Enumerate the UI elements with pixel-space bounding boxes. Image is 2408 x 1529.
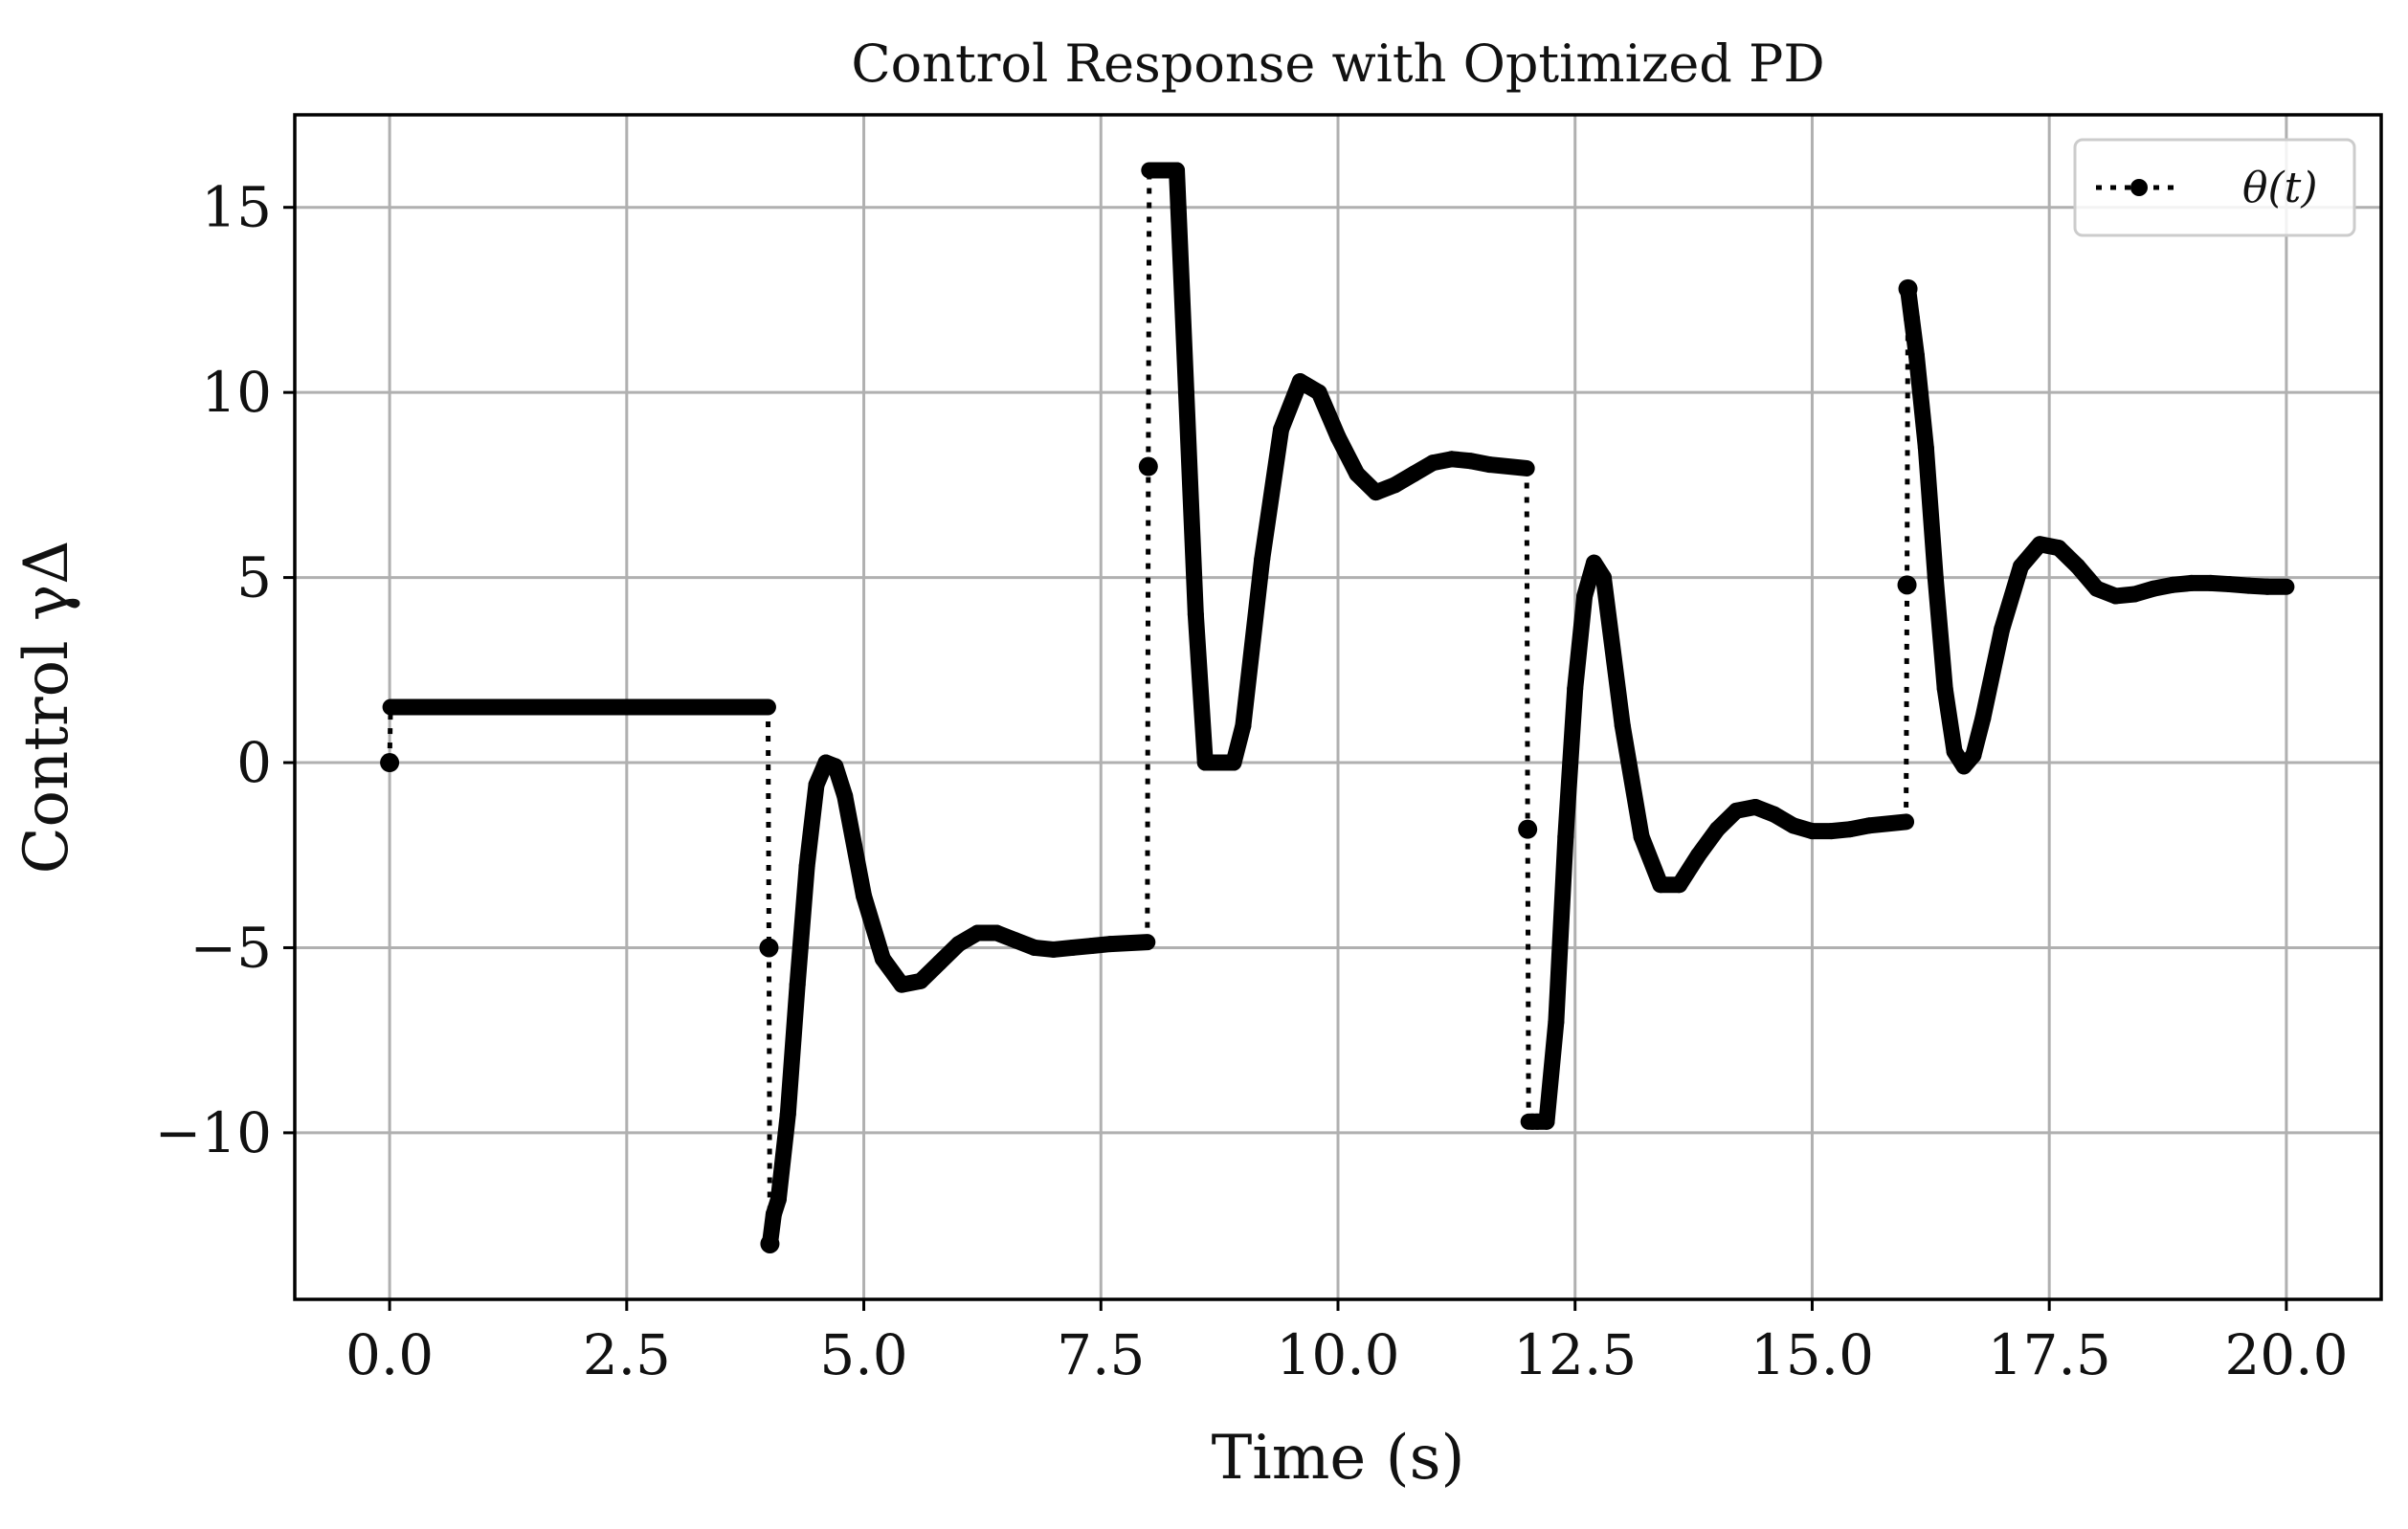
series-line-segment [798,776,825,875]
x-tick-label: 15.0 [1750,1322,1874,1387]
x-tick-label: 5.0 [819,1322,907,1387]
y-tick-label: −5 [190,915,273,980]
y-tick-label: 5 [236,545,272,610]
legend-marker [2130,179,2148,196]
y-axis: −10 −5 0 5 10 15 [155,175,295,1165]
data-point [1898,278,1918,299]
series-line-segment [836,787,873,904]
series-line-segment [1994,558,2029,638]
data-point [759,938,779,958]
series-line-segment [1567,587,1594,698]
y-tick-label: 0 [236,730,272,795]
series-layer [380,162,2295,1253]
x-tick-label: 12.5 [1513,1322,1637,1387]
data-point [1518,819,1538,839]
data-point [760,1233,780,1253]
x-tick-label: 7.5 [1057,1322,1145,1387]
series-line-segment [1254,421,1290,567]
series-line-segment [1936,680,1963,760]
x-tick-label: 2.5 [583,1322,671,1387]
series-line-segment [856,887,891,967]
series-line-segment [1861,813,1915,834]
data-point [1138,456,1158,476]
series-line-segment [1917,439,1944,587]
series-line-segment [1594,569,1631,734]
x-tick-label: 0.0 [346,1322,434,1387]
series-line-segment [1633,828,1669,894]
x-axis: 0.0 2.5 5.0 7.5 10.0 12.5 15.0 17.5 20.0 [346,1299,2348,1387]
series-jump-segment [1525,829,1531,1122]
series-line-segment [1482,456,1535,476]
y-tick-label: −10 [155,1100,272,1165]
series-line-segment [1614,717,1650,845]
x-tick-label: 20.0 [2224,1322,2348,1387]
series-line-segment [1177,384,1204,623]
series-jump-segment [1146,170,1152,467]
series-line-segment [1907,346,1934,456]
chart-title: Control Response with Optimized PD [851,33,1824,94]
series-line-segment [789,857,815,993]
y-axis-label: Control γΔ [11,541,82,875]
x-axis-label: Time (s) [1212,1423,1465,1494]
series-line-segment [779,976,806,1123]
y-tick-label: 10 [201,360,272,425]
series-jump-segment [1904,585,1910,822]
data-point [380,753,400,773]
series-line-segment [1235,550,1271,734]
series-line-segment [1187,606,1214,771]
data-point [1897,575,1917,595]
legend-entry: θ(t) [2242,164,2318,212]
series-line-segment [1169,162,1194,401]
series-line-segment [1273,373,1308,438]
series-line-segment [1557,680,1584,845]
series-line-segment [1548,828,1574,1030]
x-tick-label: 10.0 [1276,1322,1399,1387]
series-line-segment [1102,934,1156,953]
x-tick-label: 17.5 [1988,1322,2111,1387]
legend: θ(t) [2073,138,2356,237]
legend-box [2073,138,2356,237]
series-line-segment [1538,1013,1565,1130]
series-jump-segment [765,706,771,948]
series-line-segment [1974,621,2011,727]
y-tick-label: 15 [201,175,272,240]
series-line-segment [1927,569,1953,698]
series-line-segment [769,1106,796,1208]
